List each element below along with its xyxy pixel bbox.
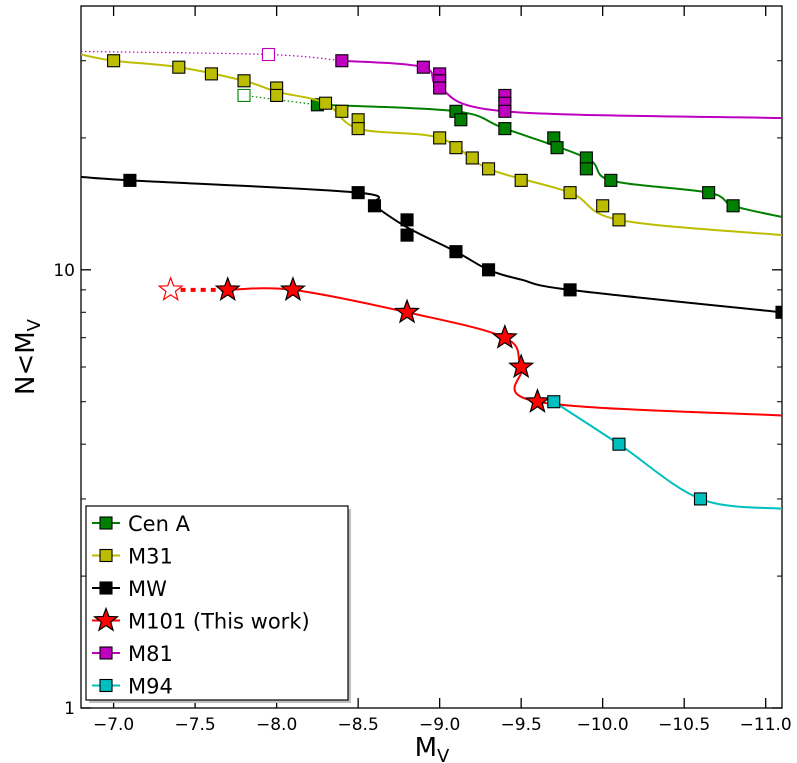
data-point	[579, 162, 593, 176]
data-point	[465, 151, 479, 165]
legend-label: M81	[128, 642, 173, 666]
legend-marker	[99, 548, 113, 563]
legend-item-mw: MW	[92, 577, 167, 601]
data-point	[172, 60, 186, 74]
data-point	[433, 131, 447, 145]
data-point	[693, 492, 708, 506]
data-point	[335, 54, 349, 68]
data-point	[123, 173, 137, 187]
series-line	[553, 400, 782, 510]
data-point	[596, 199, 610, 213]
x-tick-label: −9.5	[501, 715, 542, 735]
data-point	[775, 305, 782, 319]
data-point	[400, 228, 414, 242]
data-point	[204, 67, 218, 81]
series-m101-this-work	[157, 276, 782, 417]
series-mw	[81, 173, 782, 319]
legend-label: M94	[128, 675, 173, 699]
legend-box	[85, 505, 349, 701]
x-tick-label: −9.0	[419, 715, 460, 735]
series-m81	[81, 47, 782, 120]
data-point	[351, 186, 365, 200]
data-point	[508, 353, 535, 379]
series-line	[317, 103, 782, 218]
legend-item-m81: M81	[92, 642, 173, 666]
y-tick-label: 1	[64, 699, 75, 719]
data-point	[416, 60, 430, 74]
x-tick-label: −10.5	[658, 715, 710, 735]
data-point	[107, 54, 121, 68]
data-point	[367, 199, 381, 213]
legend-item-m101-this-work: M101 (This work)	[92, 606, 310, 634]
data-point	[454, 113, 468, 127]
series-extension-line	[81, 50, 342, 62]
y-axis-title: N<MV	[11, 318, 45, 395]
series-cen-a	[237, 88, 782, 218]
data-point	[449, 141, 463, 155]
x-tick-label: −8.0	[256, 715, 297, 735]
series-line	[341, 59, 782, 120]
data-point	[393, 298, 421, 324]
x-tick-label: −7.5	[174, 715, 215, 735]
plot-frame	[80, 5, 783, 709]
legend-label: M31	[128, 545, 173, 569]
legend-label: Cen A	[128, 512, 191, 536]
data-point	[279, 276, 306, 301]
data-point	[579, 151, 593, 165]
y-tick-label: 10	[53, 261, 75, 281]
legend-marker	[99, 646, 113, 660]
data-point	[563, 283, 577, 297]
data-point	[237, 74, 251, 88]
series-layer	[81, 47, 782, 510]
data-point	[482, 263, 496, 277]
data-point	[550, 141, 564, 155]
data-point	[612, 437, 626, 451]
legend-label: MW	[128, 577, 167, 601]
x-tick-label: −11.0	[740, 715, 792, 735]
x-tick-label: −8.5	[337, 715, 378, 735]
x-tick-label: −10.0	[577, 715, 629, 735]
data-point	[726, 199, 740, 213]
open-data-point	[157, 276, 184, 301]
data-point	[491, 323, 518, 349]
data-point	[449, 245, 463, 259]
legend-item-cen-a: Cen A	[92, 512, 191, 536]
data-point	[498, 104, 512, 118]
x-tick-label: −7.0	[93, 715, 134, 735]
legend-item-m94: M94	[92, 675, 173, 699]
data-point	[214, 276, 241, 301]
legend-label: M101 (This work)	[128, 610, 310, 634]
data-point	[433, 81, 447, 95]
legend-item-m31: M31	[92, 545, 173, 569]
data-point	[604, 173, 618, 187]
data-point	[702, 186, 716, 200]
legend-marker	[99, 581, 113, 595]
open-data-point	[261, 47, 276, 62]
series-line	[81, 175, 782, 314]
series-m31	[81, 53, 782, 237]
data-point	[514, 173, 528, 187]
data-point	[563, 186, 577, 200]
axis-ticks: −7.0 −7.5 −8.0 −8.5 −9.0 −9.5 −10.0 −10.5 −11.0 1…	[53, 5, 792, 735]
data-point	[335, 104, 349, 118]
x-axis-title: MV	[415, 733, 450, 763]
legend-marker	[92, 606, 120, 632]
data-point	[547, 395, 561, 409]
data-point	[498, 122, 512, 136]
legend: Cen A M31 MW M101 (This work) M81 M94	[85, 505, 351, 703]
legend-marker	[99, 516, 113, 530]
legend-marker	[99, 678, 113, 693]
data-point	[612, 213, 626, 227]
data-point	[400, 213, 414, 227]
series-m94	[547, 395, 782, 510]
data-point	[351, 122, 365, 136]
data-point	[318, 96, 333, 110]
series-line	[227, 287, 782, 417]
series-line	[81, 53, 782, 237]
data-point	[524, 387, 551, 413]
data-point	[270, 88, 284, 102]
data-point	[482, 162, 496, 176]
open-data-point	[237, 88, 251, 102]
